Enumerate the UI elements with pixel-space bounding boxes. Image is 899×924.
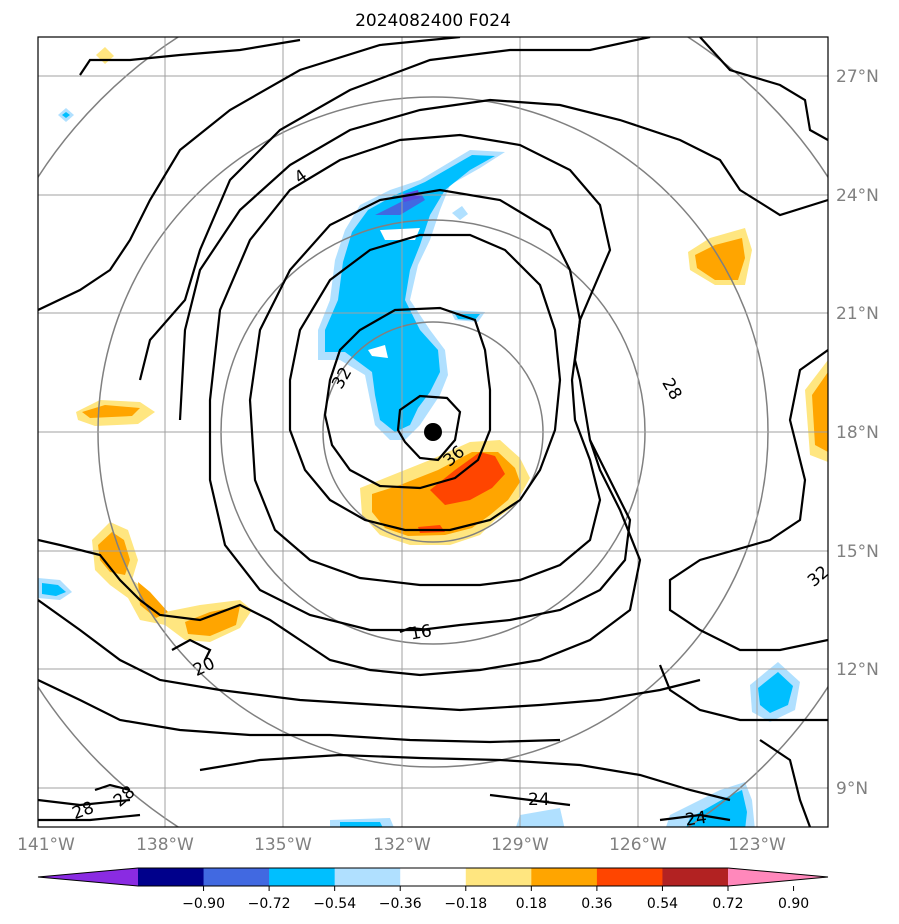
storm-center-marker xyxy=(424,423,442,441)
map-plot-area: 4 32 36 28 32 16 20 28 28 24 24 xyxy=(38,37,828,831)
colorbar-tick-label: 0.18 xyxy=(516,896,547,912)
gridlines xyxy=(38,37,828,827)
height-contours xyxy=(38,37,828,827)
colorbar: −0.90 −0.72 −0.54 −0.36 −0.18 0.18 0.36 0.54 0.7… xyxy=(37,867,829,912)
lat-label: 15°N xyxy=(836,542,879,562)
colorbar-tick-label: 0.72 xyxy=(712,896,743,912)
colorbar-segment xyxy=(138,868,205,886)
colorbar-tick-label: −0.18 xyxy=(444,896,487,912)
contour-label: 24 xyxy=(684,808,708,831)
map-frame xyxy=(37,36,829,828)
longitude-labels: 141°W 138°W 135°W 132°W 129°W 126°W 123°… xyxy=(17,835,786,855)
lon-label: 123°W xyxy=(728,835,786,855)
lat-label: 9°N xyxy=(836,779,868,799)
colorbar-tick-label: −0.90 xyxy=(182,896,225,912)
colorbar-extend-high xyxy=(728,868,828,886)
colorbar-segment xyxy=(465,868,532,886)
lat-label: 12°N xyxy=(836,660,879,680)
colorbar-segment xyxy=(269,868,336,886)
lon-label: 138°W xyxy=(136,835,194,855)
contour-label: 24 xyxy=(528,790,550,810)
colorbar-tick-label: 0.36 xyxy=(581,896,612,912)
colorbar-tick-label: −0.36 xyxy=(379,896,422,912)
colorbar-tick-label: −0.72 xyxy=(248,896,291,912)
figure-title: 2024082400 F024 xyxy=(355,11,511,31)
colorbar-extend-low xyxy=(38,868,138,886)
lat-label: 24°N xyxy=(836,186,879,206)
lon-label: 132°W xyxy=(373,835,431,855)
contour-label: 16 xyxy=(409,621,434,644)
colorbar-tick-label: −0.54 xyxy=(313,896,356,912)
colorbar-segment xyxy=(203,868,270,886)
colorbar-segment xyxy=(334,868,401,886)
lon-label: 129°W xyxy=(491,835,549,855)
shaded-anomaly-fields xyxy=(38,47,828,827)
colorbar-tick-label: 0.54 xyxy=(647,896,678,912)
latitude-labels: 27°N 24°N 21°N 18°N 15°N 12°N 9°N xyxy=(836,67,879,799)
lon-label: 126°W xyxy=(609,835,667,855)
colorbar-segment xyxy=(596,868,663,886)
colorbar-segment xyxy=(400,868,467,886)
colorbar-tick-label: 0.90 xyxy=(778,896,809,912)
colorbar-outline xyxy=(37,867,829,887)
lon-label: 135°W xyxy=(254,835,312,855)
lat-label: 18°N xyxy=(836,423,879,443)
lat-label: 21°N xyxy=(836,304,879,324)
colorbar-segment xyxy=(531,868,598,886)
colorbar-segment xyxy=(662,868,729,886)
lat-label: 27°N xyxy=(836,67,879,87)
lon-label: 141°W xyxy=(17,835,75,855)
